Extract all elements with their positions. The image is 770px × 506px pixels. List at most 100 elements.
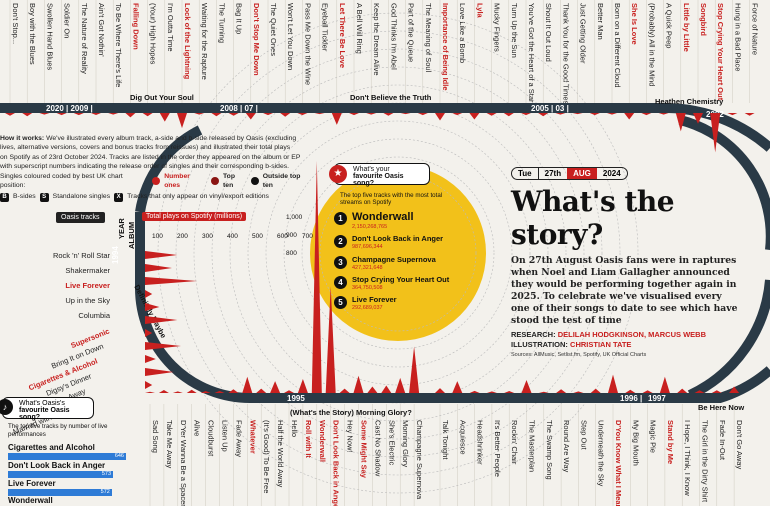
rank-badge: 5 [334,296,347,309]
perf-bar: 573 [8,471,114,478]
legend-row-chart: Singles coloured coded by best UK chart … [0,172,312,191]
bottom-spike [729,386,740,393]
bottom-song-label: Alive [193,420,202,436]
mic-icon: ♪ [0,399,13,415]
top-song-label: Don't Stop... [11,3,20,44]
top-song-label: Importance of Being Idle [441,3,450,91]
left-spike [145,342,181,350]
top-song-label: Songbird [699,3,708,36]
top-spike [572,113,583,115]
album-morning-glory: (What's the Story) Morning Glory? [290,408,412,417]
top-spike [245,113,256,120]
perf-title: Don't Look Back in Anger [8,461,106,470]
top-song-label: Swollen Hand Blues [45,3,54,70]
top-spike [108,113,119,115]
bottom-song-label: Sad Song [151,420,160,453]
rank-badge: 4 [334,276,347,289]
fav-value: 364,750,508 [352,285,383,291]
bottom-song-label: Champagne Supernova [415,420,424,500]
bottom-song-label: Fade In-Out [718,420,727,461]
top-spike [435,113,445,121]
bottom-spike [145,391,155,393]
scale-tick-label: 100 [152,233,163,240]
scale-ring [247,102,549,404]
top-spike [22,113,33,117]
bottom-song-label: She's Electric [387,420,396,465]
research-names: DELILAH HODGKINSON, MARCUS WEBB [557,330,707,339]
album-dont-believe-the-truth: Don't Believe the Truth [350,93,432,102]
scale-tick-label: 300 [202,233,213,240]
bottom-spike [573,391,584,393]
top-song-label: Love Like a Bomb [458,3,467,63]
fav-live-item: Cigarettes and Alcohol 646 [8,443,126,460]
top-spike [710,113,721,153]
bottom-song-label: Morning Glory [401,420,410,467]
bottom-spike [469,390,480,393]
left-spike [145,381,153,389]
legend-bsides: B-sides [13,193,36,201]
top-spike [693,113,703,124]
number-ones-dot-icon [152,177,161,186]
outside-dot-icon [250,177,259,186]
scale-ring [211,66,585,440]
bottom-song-label: Don't Look Back in Anger [332,420,341,506]
howto-label: How it works: [0,135,45,142]
top-spike [297,113,308,116]
top-band-years-c: 2005 | 03 | [531,104,569,113]
spotify-spikes [5,113,755,393]
research-credit: RESEARCH: DELILAH HODGKINSON, MARCUS WEB… [511,330,743,339]
left-spike [145,316,178,324]
perf-title: Cigarettes and Alcohol [8,443,95,452]
top-spike [366,113,377,115]
left-spike [145,368,174,376]
bottom-song-label: The Girl in the Dirty Shirt [701,420,710,503]
top-band-years-a: 2020 | 2009 | [46,104,93,113]
top-song-label: Thank You for the Good Times [561,3,570,105]
top-spike [658,113,669,115]
perf-bar: 646 [8,453,126,460]
bottom-song-label: Take Me Away [165,420,174,468]
how-it-works: How it works: We've illustrated every al… [0,134,312,202]
date-month: AUG [567,168,597,179]
fav-live-heading-1: What's Oasis's [19,400,65,407]
top-spike [555,113,566,115]
scale-tick-label: 600 [277,233,288,240]
bottom-spike [214,390,225,393]
bottom-spike [395,377,406,393]
top-song-label: She Is Love [630,3,639,45]
album-header: ALBUM [127,222,136,249]
bottom-song-label: Rockin' Chair [510,420,519,465]
rank-badge: 2 [334,235,347,248]
top-spike [589,113,600,116]
bottom-spike [186,389,197,393]
scale-tick-label: 500 [252,233,263,240]
legend-standalone: Standalone singles [52,193,111,201]
fav-spotify-heading-2: favourite Oasis song? [353,173,404,187]
scale-ring [175,30,621,476]
bottom-band-year-b: 1996 | [620,394,642,403]
top-spike [263,113,273,116]
bottom-spike [353,375,364,393]
standalone-icon: S [39,192,49,202]
bottom-spike [172,391,183,393]
bottom-song-label: It's Better People [493,420,502,477]
vinyl-icon: X [114,192,124,202]
bottom-spike [608,374,618,393]
fav-value: 427,321,648 [352,265,383,271]
top-song-label: Hung in a Bad Place [733,3,742,71]
scale-tick-label: 900 [286,232,297,239]
top-song-label: Don't Stop Me Down [252,3,261,76]
rank-badge: 3 [334,256,347,269]
howto-text-1: We've illustrated every album track, a-s… [46,135,297,142]
scale-tick-label: 200 [177,233,188,240]
fav-value: 987,696,344 [352,244,383,250]
bottom-spike [694,390,705,393]
fav-live-item: Don't Look Back in Anger 573 [8,461,126,478]
bottom-song-label: Half the World Away [276,420,285,488]
scale-ring [301,156,495,350]
perf-title: Live Forever [8,479,56,488]
fav-title: Stop Crying Your Heart Out [352,275,450,284]
date-pill: Tue 27th AUG 2024 [511,167,628,180]
bottom-spike [297,378,308,393]
howto-text-3: on Spotify as of 23rd October 2024. Trac… [0,153,301,161]
